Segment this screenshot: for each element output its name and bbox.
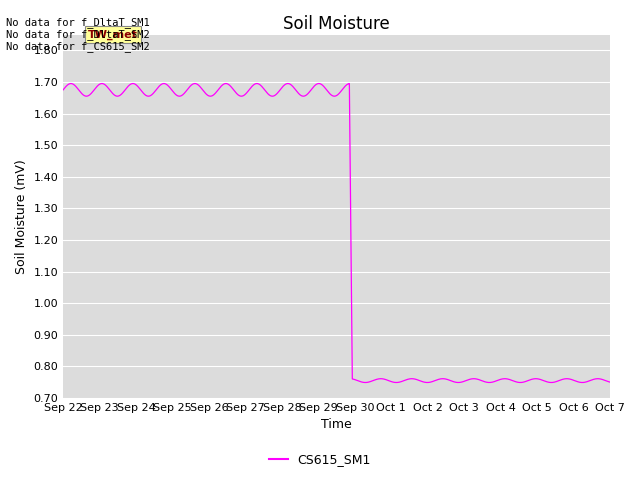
Y-axis label: Soil Moisture (mV): Soil Moisture (mV) <box>15 159 28 274</box>
Text: TW_met: TW_met <box>88 29 138 39</box>
Title: Soil Moisture: Soil Moisture <box>284 15 390 33</box>
X-axis label: Time: Time <box>321 419 352 432</box>
Text: No data for f_DltaT_SM2: No data for f_DltaT_SM2 <box>6 29 150 40</box>
Legend: CS615_SM1: CS615_SM1 <box>264 448 376 471</box>
Text: No data for f_DltaT_SM1: No data for f_DltaT_SM1 <box>6 17 150 28</box>
Text: No data for f_CS615_SM2: No data for f_CS615_SM2 <box>6 41 150 52</box>
